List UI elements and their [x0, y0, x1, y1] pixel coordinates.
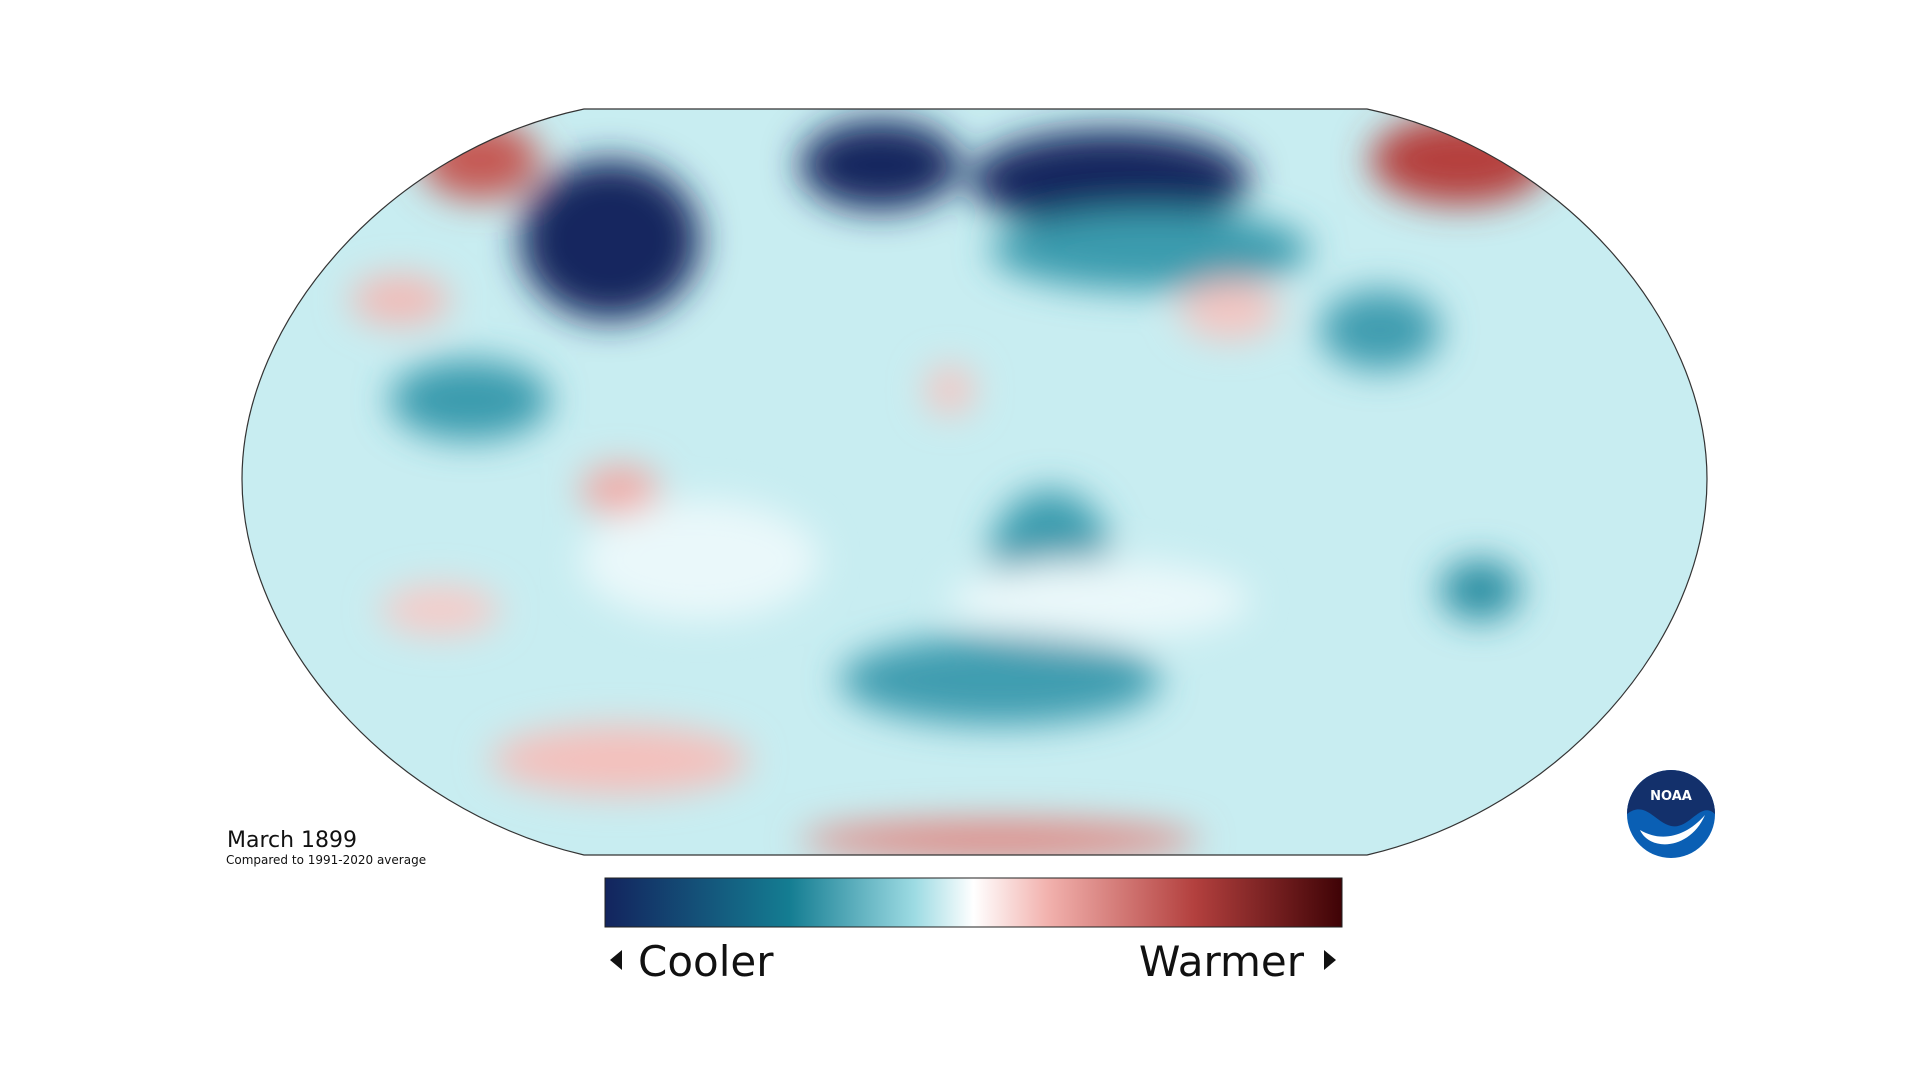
- noaa-logo: NOAA: [1627, 770, 1715, 858]
- warmer-arrow: [1324, 950, 1336, 970]
- color-scale: [604, 877, 1343, 928]
- legend-low: Cooler: [638, 937, 774, 986]
- map-outline: [241, 108, 1708, 856]
- map-subtitle: Compared to 1991-2020 average: [226, 853, 426, 867]
- map-title: March 1899: [227, 828, 357, 853]
- anomaly-field: [242, 109, 1707, 855]
- logo-text: NOAA: [1650, 789, 1692, 804]
- cooler-arrow: [610, 950, 622, 970]
- legend-high: Warmer: [1139, 937, 1305, 986]
